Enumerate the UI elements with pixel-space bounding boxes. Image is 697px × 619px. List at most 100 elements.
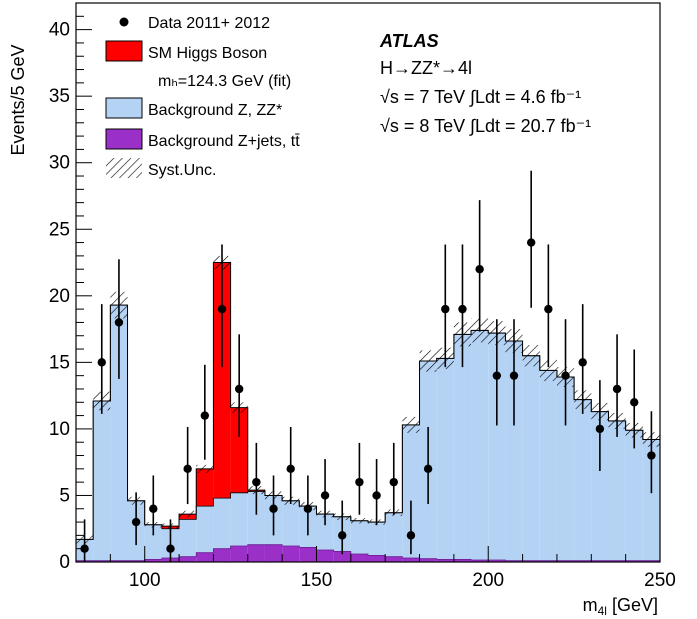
higgs-bar: [230, 407, 248, 493]
data-point: [595, 424, 605, 434]
zjets-bar: [488, 560, 506, 562]
zz-bar: [522, 355, 540, 561]
zjets-bar: [608, 560, 626, 562]
syst-band-bin: [179, 510, 197, 518]
data-point: [389, 477, 398, 487]
data-point: [492, 371, 502, 380]
y-tick-label: 5: [59, 485, 70, 506]
y-tick-label: 40: [49, 20, 70, 41]
zjets-bar: [385, 556, 403, 562]
data-point: [647, 451, 656, 460]
syst-band-bin: [522, 345, 540, 367]
x-tick-label: 100: [129, 570, 161, 591]
x-tick-label: 200: [472, 570, 504, 591]
zz-bar: [144, 524, 162, 560]
zjets-bar: [505, 560, 523, 562]
zjets-bar: [264, 544, 283, 562]
zz-bar: [539, 370, 557, 561]
zjets-bar: [333, 551, 351, 562]
data-point: [458, 304, 467, 314]
zz-bar: [110, 305, 128, 561]
zz-bar: [350, 520, 368, 555]
zjets-bar: [419, 558, 437, 562]
zjets-bar: [471, 560, 489, 562]
data-point: [269, 504, 278, 513]
data-point: [406, 531, 416, 540]
data-point: [217, 304, 227, 314]
zjets-bar: [316, 550, 334, 562]
zz-bar: [402, 424, 420, 559]
zz-bar: [574, 399, 592, 561]
y-tick-label: 25: [49, 219, 70, 240]
zjets-bar: [625, 560, 643, 562]
legend-label-higgs: SM Higgs Boson: [148, 45, 267, 62]
data-points: [80, 170, 656, 562]
process-label: H→ZZ*→4l: [380, 58, 472, 78]
x-tick-label: 250: [644, 570, 676, 591]
axes-ticks: 100 150 200 250 0 5 10 15 20 25 30 35 40: [49, 2, 676, 591]
zjets-bar: [368, 555, 386, 562]
data-point: [183, 464, 192, 474]
legend-label-syst: Syst.Unc.: [148, 162, 216, 179]
y-tick-label: 20: [49, 286, 70, 307]
x-axis-title: m4l [GeV]: [583, 595, 658, 618]
data-point: [372, 491, 381, 500]
data-point: [252, 477, 261, 487]
zjets-bar: [110, 560, 128, 562]
zz-bar: [316, 514, 334, 551]
zz-bar: [368, 522, 386, 556]
zjets-bar: [196, 552, 214, 562]
legend-zz-swatch: [105, 97, 143, 119]
zz-bar: [93, 400, 111, 561]
zz-bar: [230, 492, 248, 547]
data-point: [166, 544, 175, 553]
data-point: [234, 384, 244, 394]
zjets-bar: [144, 559, 162, 562]
x-axis-title-sub: 4l: [598, 604, 607, 618]
zjets-bar: [436, 559, 454, 562]
higgs-signal-histogram: [161, 262, 265, 529]
zz-bar: [505, 341, 523, 561]
zjets-bar: [282, 546, 300, 562]
zjets-bar: [247, 544, 265, 562]
syst-band-bin: [350, 518, 368, 524]
zz-bar: [247, 491, 265, 545]
y-tick-label: 30: [49, 153, 70, 174]
zjets-bar: [230, 546, 248, 562]
legend-zjets-swatch: [105, 128, 143, 150]
zjets-bar: [93, 560, 111, 562]
syst-band-bin: [539, 359, 557, 381]
zjets-bar: [402, 558, 420, 562]
zjets-bar: [350, 554, 368, 562]
zz-bar: [385, 512, 403, 557]
data-point: [114, 318, 124, 327]
zz-bar: [625, 430, 643, 561]
zjets-bar: [213, 548, 231, 562]
data-point: [441, 304, 450, 314]
zjets-bar: [556, 560, 575, 562]
data-point: [544, 304, 553, 314]
zz-bar: [488, 333, 506, 561]
zjets-bar: [127, 560, 145, 562]
zz-bar: [471, 330, 489, 561]
zjets-bar: [539, 560, 557, 562]
zjets-bar: [299, 547, 317, 562]
y-tick-label: 10: [49, 419, 70, 440]
data-point: [338, 531, 347, 540]
data-point: [526, 238, 536, 247]
zjets-bar: [591, 560, 609, 562]
data-point: [286, 464, 295, 474]
higgs-bar: [213, 262, 231, 499]
data-point: [303, 504, 313, 513]
data-point: [149, 504, 158, 513]
zz-bar: [642, 439, 660, 561]
legend-label-data: Data 2011+ 2012: [148, 15, 270, 32]
data-point: [97, 358, 106, 367]
lumi-7tev-label: √s = 7 TeV ∫Ldt = 4.6 fb⁻¹: [380, 87, 581, 107]
data-point: [355, 477, 364, 487]
zz-background-histogram: [76, 305, 660, 561]
data-point: [612, 384, 622, 394]
y-axis-title: Events/5 GeV: [8, 44, 28, 155]
zjets-bar: [642, 560, 660, 562]
